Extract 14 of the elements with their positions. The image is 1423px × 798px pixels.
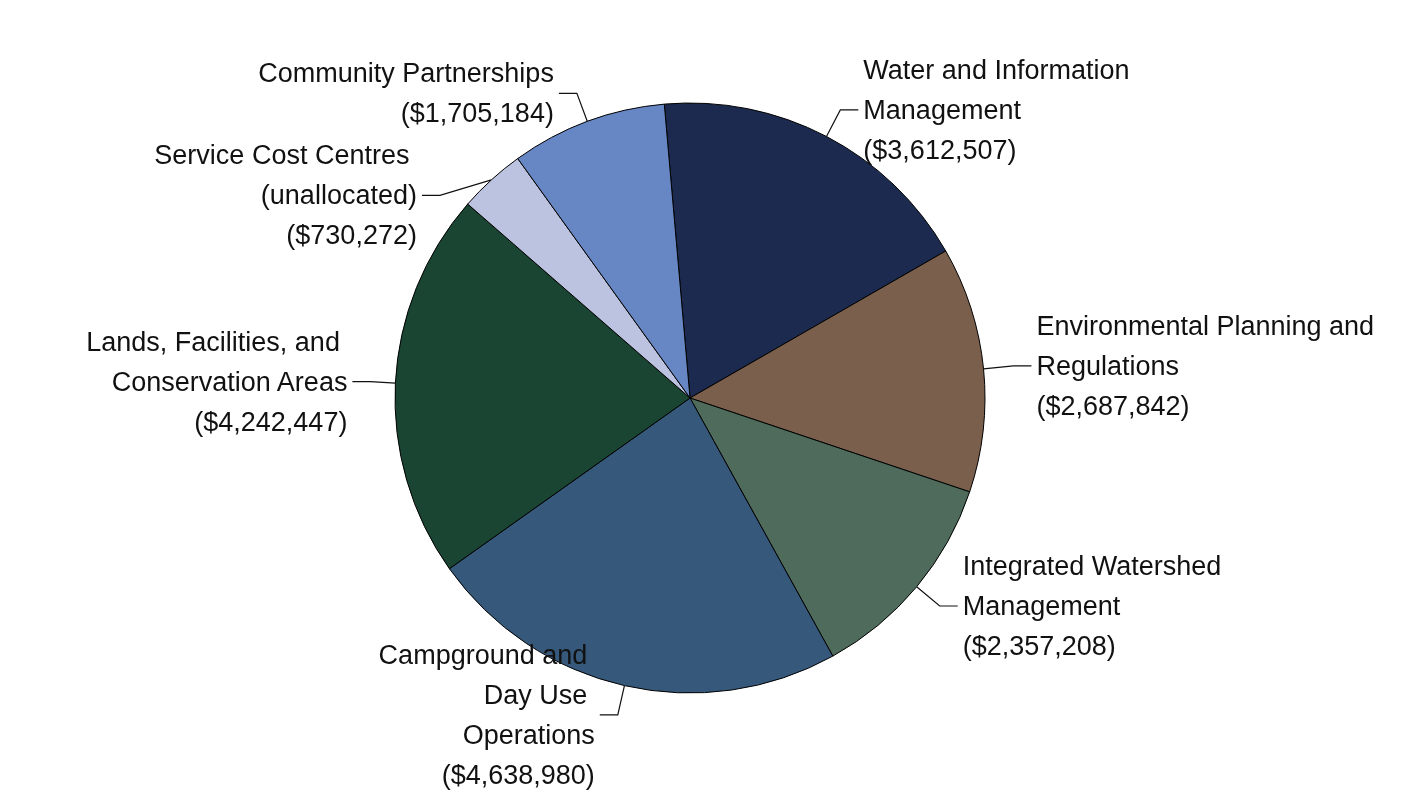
slice-label: Community Partnerships <box>258 58 554 89</box>
data-label: ($3,612,507) <box>863 134 1017 165</box>
slice-label: Water and Information Management <box>863 54 1137 125</box>
slice-label: Integrated Watershed Management <box>962 551 1229 622</box>
slice-label: Campground and Day Use Operations <box>378 639 595 750</box>
slice-label: Environmental Planning and Regulations <box>1036 310 1382 381</box>
data-label: ($2,687,842) <box>1036 390 1190 421</box>
slice-label: Lands, Facilities, and Conservation Areas <box>86 326 348 397</box>
slice-label: Service Cost Centres (unallocated) <box>154 140 417 211</box>
data-label: ($2,357,208) <box>962 631 1116 662</box>
data-label: ($1,705,184) <box>400 98 554 129</box>
data-label: ($4,638,980) <box>441 759 595 790</box>
data-label: ($730,272) <box>286 220 417 251</box>
data-label: ($4,242,447) <box>194 406 348 437</box>
